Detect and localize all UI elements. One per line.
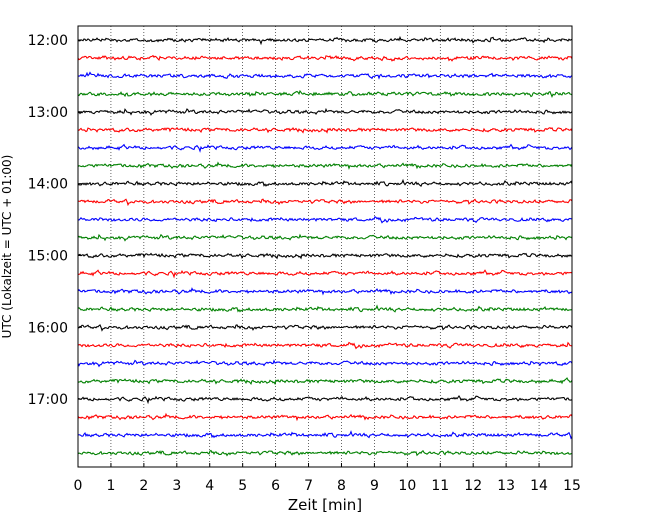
seismic-trace	[77, 143, 573, 153]
y-tick-label: 15:00	[28, 248, 68, 264]
x-tick-label: 13	[497, 478, 515, 494]
seismic-trace	[77, 287, 573, 296]
x-tick-label: 1	[106, 478, 115, 494]
seismic-trace	[77, 216, 573, 224]
seismic-trace	[77, 233, 573, 242]
seismic-trace	[77, 71, 573, 80]
seismic-trace	[77, 178, 573, 187]
seismic-trace	[77, 359, 573, 368]
y-tick-label: 13:00	[28, 105, 68, 121]
grid-lines	[110, 26, 540, 467]
x-tick-label: 12	[464, 478, 482, 494]
x-tick-label: 0	[74, 478, 83, 494]
x-tick-label: 11	[431, 478, 449, 494]
x-tick-label: 3	[172, 478, 181, 494]
seismic-trace	[77, 35, 573, 46]
x-axis-label: Zeit [min]	[288, 496, 362, 514]
x-tick-label: 14	[530, 478, 548, 494]
seismic-trace	[77, 341, 573, 350]
x-tick-label: 7	[304, 478, 313, 494]
seismic-trace	[77, 54, 573, 62]
seismic-trace	[77, 394, 573, 405]
seismic-trace	[77, 324, 573, 332]
x-tick-label: 4	[205, 478, 214, 494]
y-tick-label: 16:00	[28, 320, 68, 336]
x-tick-label: 9	[370, 478, 379, 494]
seismic-trace	[77, 161, 573, 170]
seismic-traces	[77, 35, 573, 457]
seismic-trace	[77, 304, 573, 313]
y-axis-ticks: 12:00 13:00 14:00 15:00 16:00 17:00	[28, 33, 82, 408]
seismic-trace	[77, 198, 573, 207]
x-tick-label: 6	[271, 478, 280, 494]
y-tick-label: 14:00	[28, 177, 68, 193]
y-tick-label: 17:00	[28, 392, 68, 408]
seismic-trace	[77, 377, 573, 386]
seismic-trace	[77, 269, 573, 279]
seismic-trace	[77, 252, 573, 260]
x-tick-label: 10	[398, 478, 416, 494]
seismic-trace	[77, 107, 573, 116]
y-axis-label: UTC (Lokalzeit = UTC + 01:00)	[0, 155, 14, 339]
seismic-trace	[77, 430, 573, 440]
y-tick-label: 12:00	[28, 33, 68, 49]
seismic-trace	[77, 449, 572, 457]
seismic-trace	[77, 412, 573, 422]
plot-frame	[77, 25, 573, 468]
x-tick-label: 15	[563, 478, 581, 494]
x-tick-label: 8	[337, 478, 346, 494]
seismic-trace	[77, 89, 573, 98]
seismic-trace	[77, 126, 573, 134]
x-tick-label: 2	[139, 478, 148, 494]
x-tick-label: 5	[238, 478, 247, 494]
x-axis-ticks: 0 1 2 3 4 5 6 7 8 9 10 11 12 13 14 15	[74, 463, 581, 494]
